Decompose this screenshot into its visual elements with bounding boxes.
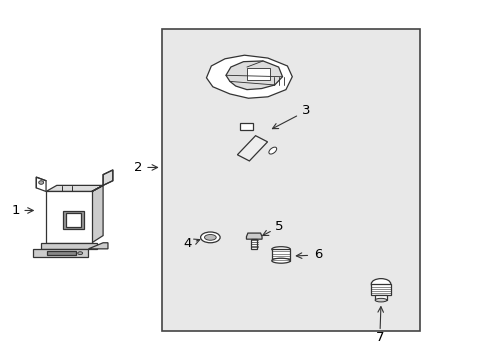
Polygon shape [46, 185, 103, 192]
Text: 7: 7 [375, 330, 384, 343]
Bar [237, 136, 267, 161]
Text: 2: 2 [134, 161, 142, 174]
Ellipse shape [271, 247, 290, 252]
Polygon shape [225, 61, 282, 90]
Ellipse shape [78, 252, 82, 255]
Ellipse shape [374, 298, 386, 302]
Polygon shape [239, 123, 253, 130]
Polygon shape [246, 233, 262, 239]
Polygon shape [41, 243, 97, 249]
Polygon shape [271, 249, 290, 261]
Polygon shape [92, 185, 103, 243]
Polygon shape [33, 249, 88, 257]
Polygon shape [88, 243, 108, 249]
Polygon shape [370, 284, 390, 295]
Ellipse shape [39, 181, 43, 184]
Text: 3: 3 [302, 104, 310, 117]
Polygon shape [251, 239, 257, 249]
Polygon shape [62, 211, 84, 229]
Text: 6: 6 [314, 248, 322, 261]
Polygon shape [65, 213, 81, 227]
Polygon shape [47, 251, 76, 255]
Polygon shape [374, 295, 386, 300]
Polygon shape [246, 68, 270, 80]
Polygon shape [92, 170, 113, 192]
Polygon shape [206, 55, 292, 98]
Ellipse shape [370, 279, 390, 289]
Polygon shape [46, 192, 92, 243]
Polygon shape [36, 177, 46, 192]
Text: 4: 4 [183, 237, 191, 250]
Ellipse shape [268, 147, 276, 154]
Ellipse shape [271, 258, 290, 263]
Text: 1: 1 [11, 204, 20, 217]
Ellipse shape [204, 234, 216, 240]
Ellipse shape [200, 232, 220, 243]
Bar [161, 30, 419, 330]
Text: 5: 5 [275, 220, 283, 233]
